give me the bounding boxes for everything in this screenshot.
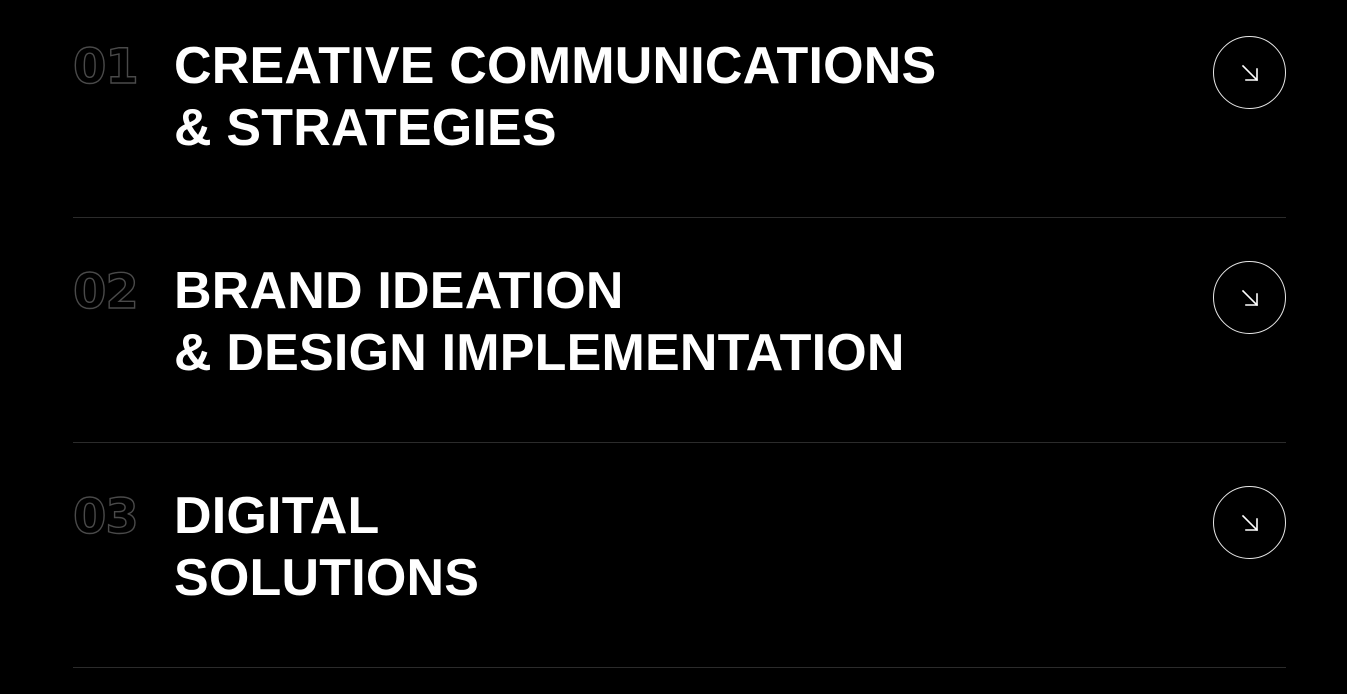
service-item-digital-solutions[interactable]: 03 DIGITAL SOLUTIONS [72, 443, 1286, 668]
service-title-line: SOLUTIONS [174, 549, 480, 607]
service-number: 01 [72, 39, 139, 95]
service-number: 03 [72, 489, 139, 545]
service-title: DIGITAL SOLUTIONS [174, 485, 479, 609]
arrow-down-right-icon [1241, 64, 1258, 81]
arrow-down-right-icon [1241, 514, 1258, 531]
service-item-brand-ideation[interactable]: 02 BRAND IDEATION & DESIGN IMPLEMENTATIO… [72, 218, 1286, 443]
service-title-line: & DESIGN IMPLEMENTATION [174, 324, 905, 382]
expand-service-button[interactable] [1213, 486, 1286, 559]
service-number: 02 [72, 264, 139, 320]
service-title: BRAND IDEATION & DESIGN IMPLEMENTATION [174, 260, 905, 384]
expand-service-button[interactable] [1213, 261, 1286, 334]
service-title: CREATIVE COMMUNICATIONS & STRATEGIES [174, 35, 936, 159]
expand-service-button[interactable] [1213, 36, 1286, 109]
arrow-down-right-icon [1241, 289, 1258, 306]
service-title-line: CREATIVE COMMUNICATIONS [174, 37, 937, 95]
service-title-line: BRAND IDEATION [174, 262, 624, 320]
service-title-line: DIGITAL [174, 487, 380, 545]
services-list: 01 CREATIVE COMMUNICATIONS & STRATEGIES … [72, 0, 1286, 694]
service-item-creative-communications[interactable]: 01 CREATIVE COMMUNICATIONS & STRATEGIES [72, 0, 1286, 218]
service-title-line: & STRATEGIES [174, 99, 557, 157]
